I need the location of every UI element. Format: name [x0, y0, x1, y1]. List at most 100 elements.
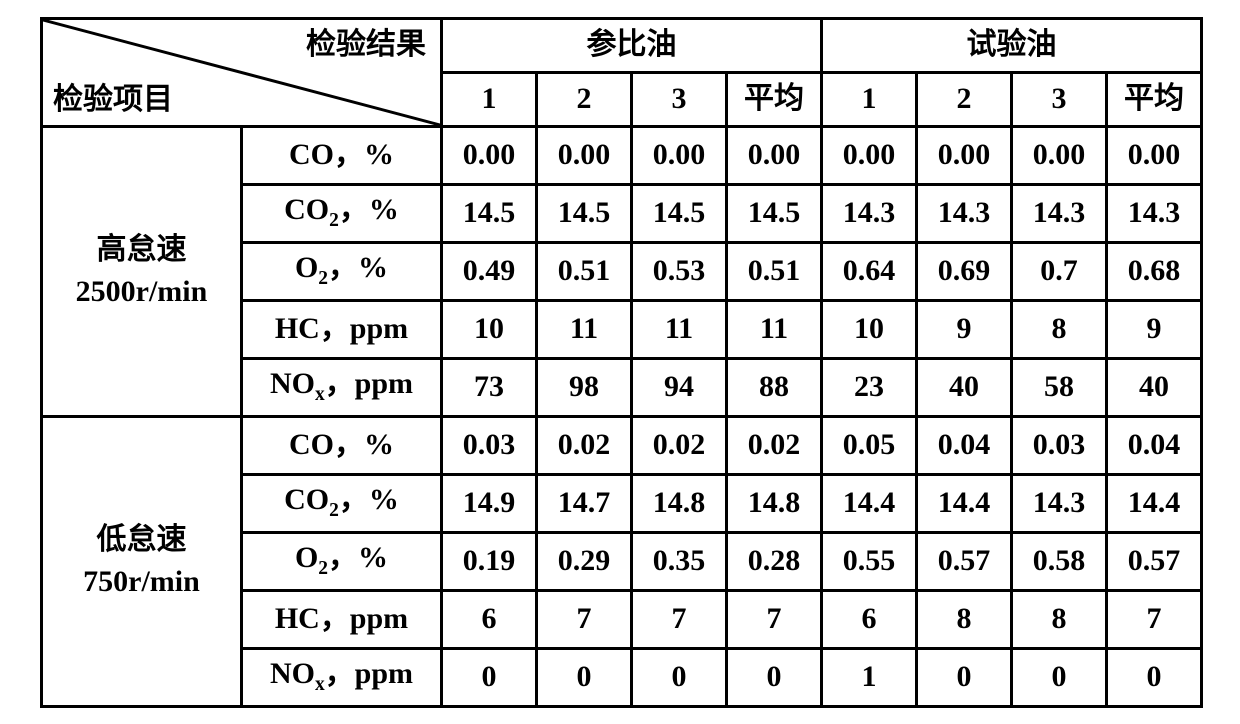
- data-cell: 0.58: [1012, 532, 1107, 590]
- subcol: 1: [822, 72, 917, 126]
- data-cell: 0: [442, 648, 537, 706]
- data-cell: 7: [727, 590, 822, 648]
- subcol-avg: 平均: [727, 72, 822, 126]
- data-cell: 0.49: [442, 242, 537, 300]
- data-cell: 0.05: [822, 416, 917, 474]
- group-a-header: 参比油: [442, 18, 822, 72]
- subcol: 2: [917, 72, 1012, 126]
- section1-title: 高怠速 2500r/min: [42, 126, 242, 416]
- subcol: 2: [537, 72, 632, 126]
- param-label: HC，ppm: [242, 300, 442, 358]
- data-cell: 0.51: [537, 242, 632, 300]
- data-cell: 0.04: [1107, 416, 1202, 474]
- data-cell: 0.51: [727, 242, 822, 300]
- data-cell: 0.55: [822, 532, 917, 590]
- data-cell: 58: [1012, 358, 1107, 416]
- data-cell: 1: [822, 648, 917, 706]
- data-cell: 0.7: [1012, 242, 1107, 300]
- data-cell: 10: [442, 300, 537, 358]
- data-cell: 8: [1012, 300, 1107, 358]
- data-cell: 0.00: [1012, 126, 1107, 184]
- data-cell: 8: [1012, 590, 1107, 648]
- data-cell: 94: [632, 358, 727, 416]
- data-cell: 14.4: [822, 474, 917, 532]
- header-items-label: 检验项目: [53, 85, 173, 115]
- data-cell: 7: [1107, 590, 1202, 648]
- section2-title-line2: 750r/min: [83, 565, 200, 598]
- param-label: NOx，ppm: [242, 648, 442, 706]
- data-cell: 0.69: [917, 242, 1012, 300]
- data-cell: 8: [917, 590, 1012, 648]
- data-cell: 0.28: [727, 532, 822, 590]
- param-label: O2，%: [242, 532, 442, 590]
- data-cell: 0.04: [917, 416, 1012, 474]
- data-cell: 11: [537, 300, 632, 358]
- data-cell: 7: [632, 590, 727, 648]
- data-cell: 23: [822, 358, 917, 416]
- data-cell: 10: [822, 300, 917, 358]
- data-cell: 0.02: [537, 416, 632, 474]
- data-cell: 0.19: [442, 532, 537, 590]
- data-cell: 0.64: [822, 242, 917, 300]
- group-b-header: 试验油: [822, 18, 1202, 72]
- data-cell: 14.4: [917, 474, 1012, 532]
- data-cell: 0.03: [442, 416, 537, 474]
- data-cell: 0.29: [537, 532, 632, 590]
- data-cell: 14.4: [1107, 474, 1202, 532]
- data-cell: 9: [1107, 300, 1202, 358]
- data-cell: 14.3: [1107, 184, 1202, 242]
- data-cell: 14.3: [1012, 184, 1107, 242]
- section1-title-line1: 高怠速: [97, 233, 187, 266]
- data-cell: 0: [1012, 648, 1107, 706]
- data-cell: 14.8: [727, 474, 822, 532]
- data-cell: 11: [632, 300, 727, 358]
- data-cell: 0.00: [822, 126, 917, 184]
- data-cell: 0.00: [442, 126, 537, 184]
- data-cell: 0: [727, 648, 822, 706]
- data-cell: 14.5: [442, 184, 537, 242]
- data-cell: 11: [727, 300, 822, 358]
- data-cell: 0: [1107, 648, 1202, 706]
- param-label: CO2，%: [242, 474, 442, 532]
- data-cell: 40: [1107, 358, 1202, 416]
- diagonal-header-cell: 检验结果 检验项目: [42, 18, 442, 126]
- section1-title-line2: 2500r/min: [76, 275, 208, 308]
- data-cell: 0.00: [917, 126, 1012, 184]
- data-cell: 0.00: [1107, 126, 1202, 184]
- data-cell: 14.5: [727, 184, 822, 242]
- param-label: O2，%: [242, 242, 442, 300]
- data-cell: 0.02: [727, 416, 822, 474]
- data-cell: 0.57: [1107, 532, 1202, 590]
- section2-title: 低怠速 750r/min: [42, 416, 242, 706]
- param-label: CO，%: [242, 126, 442, 184]
- data-cell: 9: [917, 300, 1012, 358]
- data-cell: 0.35: [632, 532, 727, 590]
- subcol: 3: [632, 72, 727, 126]
- param-label: HC，ppm: [242, 590, 442, 648]
- data-cell: 14.3: [1012, 474, 1107, 532]
- data-cell: 7: [537, 590, 632, 648]
- data-cell: 0.57: [917, 532, 1012, 590]
- data-cell: 0.02: [632, 416, 727, 474]
- data-cell: 14.8: [632, 474, 727, 532]
- data-cell: 0.00: [727, 126, 822, 184]
- data-cell: 0.03: [1012, 416, 1107, 474]
- data-cell: 0.53: [632, 242, 727, 300]
- subcol: 3: [1012, 72, 1107, 126]
- data-cell: 0: [917, 648, 1012, 706]
- data-cell: 40: [917, 358, 1012, 416]
- emissions-table: 检验结果 检验项目 参比油 试验油 1 2 3 平均 1 2 3 平均 高怠速 …: [40, 17, 1203, 708]
- data-cell: 14.9: [442, 474, 537, 532]
- data-cell: 14.5: [537, 184, 632, 242]
- data-cell: 88: [727, 358, 822, 416]
- data-cell: 73: [442, 358, 537, 416]
- param-label: NOx，ppm: [242, 358, 442, 416]
- data-cell: 0: [632, 648, 727, 706]
- header-results-label: 检验结果: [306, 30, 426, 60]
- section2-title-line1: 低怠速: [97, 523, 187, 556]
- data-cell: 0.00: [537, 126, 632, 184]
- data-cell: 0.00: [632, 126, 727, 184]
- data-cell: 6: [822, 590, 917, 648]
- subcol: 1: [442, 72, 537, 126]
- data-cell: 6: [442, 590, 537, 648]
